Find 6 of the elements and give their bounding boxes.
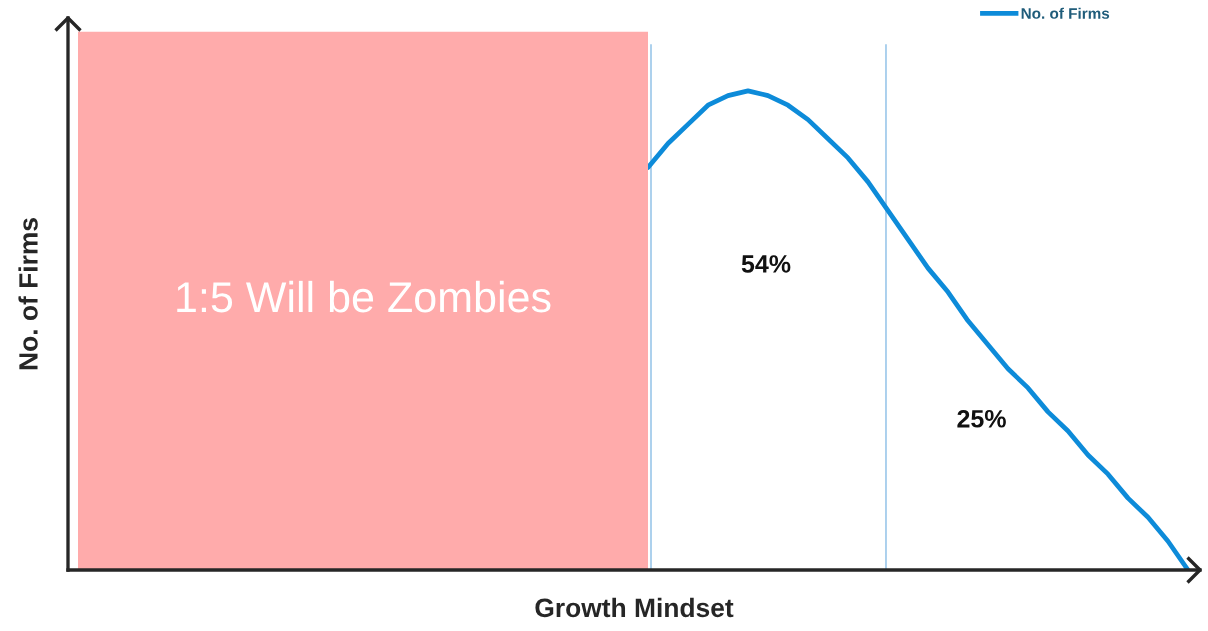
legend-label: No. of Firms — [1021, 7, 1110, 19]
annotation: 1:5 Will be Zombies — [177, 280, 551, 313]
annotation: 25% — [957, 409, 1006, 428]
y-axis-title: No. of Firms — [18, 218, 38, 370]
annotation: 54% — [741, 255, 791, 273]
x-axis-title: Growth Mindset — [535, 597, 734, 618]
